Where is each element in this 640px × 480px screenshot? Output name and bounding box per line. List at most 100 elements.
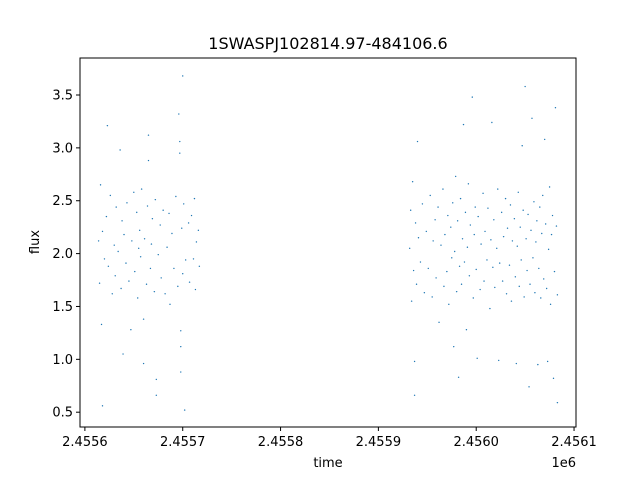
data-point	[451, 257, 453, 259]
y-tick-label: 3.5	[52, 89, 73, 104]
data-point	[479, 288, 481, 291]
data-point	[438, 321, 440, 324]
data-point	[133, 191, 135, 193]
data-point	[456, 220, 459, 222]
data-point	[475, 268, 477, 271]
data-point	[183, 409, 186, 411]
data-point	[134, 270, 136, 273]
data-point	[489, 307, 491, 310]
data-point	[198, 265, 201, 267]
data-point	[556, 401, 559, 404]
data-point	[427, 267, 429, 270]
data-point	[473, 233, 475, 236]
data-point	[115, 206, 117, 208]
data-point	[125, 262, 127, 264]
data-point	[554, 106, 557, 109]
data-point	[477, 215, 479, 218]
data-point	[461, 238, 464, 240]
data-point	[188, 281, 191, 283]
data-point	[540, 297, 542, 299]
data-point	[195, 241, 198, 243]
data-point	[123, 233, 125, 236]
x-tick-label: 2.4561	[551, 435, 597, 450]
data-point	[192, 258, 195, 260]
data-point	[519, 226, 521, 228]
y-tick-label: 1.0	[52, 353, 73, 368]
data-point	[103, 258, 106, 260]
data-point	[429, 194, 431, 197]
data-point	[138, 247, 140, 250]
data-point	[166, 246, 168, 248]
data-point	[157, 253, 159, 256]
data-point	[413, 394, 416, 396]
data-point	[446, 270, 448, 273]
data-point	[547, 248, 550, 251]
data-point	[177, 285, 179, 288]
data-point	[509, 204, 512, 206]
data-point	[409, 209, 412, 211]
y-axis: 0.5 1.0 1.5 2.0 2.5 3.0 3.5	[52, 89, 80, 421]
data-point	[443, 285, 445, 288]
data-point	[526, 269, 528, 272]
data-point	[452, 202, 454, 204]
data-point	[423, 292, 426, 294]
y-tick-label: 0.5	[52, 406, 73, 421]
data-point	[535, 241, 537, 243]
data-point	[179, 152, 181, 154]
data-point	[480, 243, 482, 245]
data-point	[491, 121, 493, 124]
data-point	[502, 235, 505, 238]
data-point	[539, 206, 541, 208]
data-point	[476, 357, 478, 359]
data-point	[414, 222, 417, 224]
data-point	[447, 214, 449, 217]
data-point	[508, 264, 511, 266]
y-tick-label: 2.5	[52, 194, 73, 209]
data-point	[524, 85, 526, 88]
data-point	[474, 206, 476, 208]
data-point	[155, 378, 158, 381]
data-point	[527, 213, 529, 216]
data-point	[528, 386, 530, 388]
data-point	[546, 360, 549, 363]
data-point	[180, 345, 182, 348]
data-point	[531, 117, 533, 119]
data-point	[518, 285, 520, 288]
data-point	[469, 224, 472, 226]
plot-frame	[79, 57, 577, 428]
data-point	[121, 220, 123, 222]
data-point	[432, 240, 434, 242]
data-point	[458, 265, 461, 267]
data-point	[455, 290, 458, 293]
data-point	[525, 238, 527, 240]
data-point	[493, 219, 495, 221]
data-point	[122, 353, 124, 355]
data-point	[537, 363, 539, 366]
data-point	[440, 244, 442, 246]
data-point	[497, 188, 499, 190]
data-point	[106, 124, 109, 127]
data-point	[168, 212, 170, 215]
data-point	[126, 202, 128, 204]
data-point	[457, 376, 460, 379]
data-point	[514, 276, 517, 278]
data-point	[486, 259, 488, 261]
data-point	[180, 371, 182, 373]
data-point	[454, 175, 457, 178]
x-axis-offset-label: 1e6	[551, 456, 576, 471]
data-point	[111, 293, 113, 295]
data-point	[119, 149, 121, 151]
data-point	[532, 257, 534, 259]
x-axis: 2.4556 2.4557 2.4558 2.4559 2.4560 2.4561	[62, 427, 597, 450]
data-point	[182, 272, 184, 275]
data-point	[159, 224, 161, 226]
data-point	[442, 188, 444, 190]
data-point	[412, 269, 415, 272]
x-axis-label: time	[313, 456, 342, 471]
data-point	[549, 303, 552, 306]
data-point	[544, 223, 547, 225]
data-point	[136, 211, 138, 214]
data-point	[98, 282, 101, 284]
data-point	[551, 214, 554, 217]
data-point	[543, 278, 545, 280]
